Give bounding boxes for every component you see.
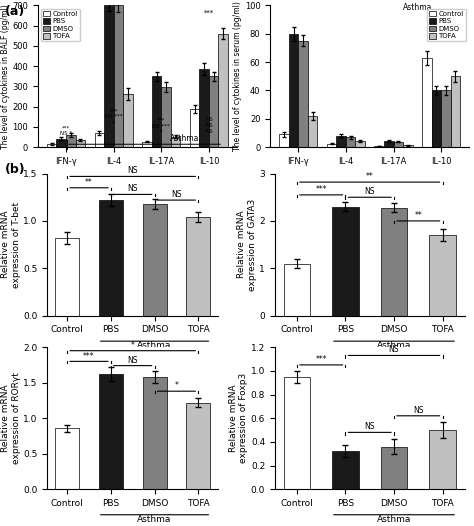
Bar	[114, 5, 123, 147]
Bar	[429, 235, 456, 316]
Bar	[209, 76, 219, 147]
Text: **: **	[366, 172, 374, 181]
Legend: Control, PBS, DMSO, TOFA: Control, PBS, DMSO, TOFA	[428, 9, 466, 42]
Bar	[171, 137, 180, 147]
Bar	[432, 90, 441, 147]
Bar	[308, 116, 317, 147]
Text: ***
NS ***
*: *** NS *** *	[153, 118, 170, 135]
Bar	[152, 76, 161, 147]
Text: Asthma: Asthma	[377, 341, 411, 350]
Text: NS: NS	[365, 187, 375, 196]
Bar	[393, 141, 403, 147]
Bar	[441, 90, 451, 147]
Bar	[123, 94, 133, 147]
Text: NS: NS	[365, 422, 375, 431]
Text: Asthma: Asthma	[137, 341, 172, 350]
Text: ***: ***	[315, 185, 327, 194]
Bar	[289, 34, 298, 147]
Y-axis label: The level of cytokines in serum (pg/ml): The level of cytokines in serum (pg/ml)	[233, 2, 242, 151]
Bar	[104, 5, 114, 147]
Y-axis label: Relative mRNA
expression of T-bet: Relative mRNA expression of T-bet	[1, 201, 20, 288]
Bar	[47, 144, 56, 147]
Text: NS
NS
NS: NS NS NS	[205, 117, 213, 134]
Bar	[381, 208, 407, 316]
Bar	[283, 377, 310, 489]
Y-axis label: Relative mRNA
expression of GATA3: Relative mRNA expression of GATA3	[237, 198, 256, 291]
Bar	[429, 430, 456, 489]
Text: *: *	[174, 381, 178, 390]
Bar	[95, 133, 104, 147]
Bar	[200, 69, 209, 147]
Y-axis label: Relative mRNA
expression of RORγt: Relative mRNA expression of RORγt	[1, 372, 20, 464]
Bar	[75, 140, 85, 147]
Bar	[99, 374, 123, 489]
Bar	[219, 34, 228, 147]
Bar	[403, 145, 412, 147]
Bar	[422, 58, 432, 147]
Text: ***: ***	[204, 9, 214, 16]
Text: (b): (b)	[5, 163, 26, 176]
Y-axis label: The level of cytokines in BALF (pg/ml): The level of cytokines in BALF (pg/ml)	[0, 4, 9, 149]
Bar	[66, 135, 75, 147]
Text: **: **	[414, 211, 422, 220]
Text: ***: ***	[315, 355, 327, 364]
Text: ***
NS *: *** NS *	[60, 125, 72, 136]
Bar	[298, 41, 308, 147]
Text: ***: ***	[83, 352, 95, 361]
Text: NS: NS	[128, 356, 138, 365]
Bar	[451, 76, 460, 147]
Bar	[283, 264, 310, 316]
Bar	[346, 137, 356, 147]
Text: Asthma: Asthma	[377, 515, 411, 524]
Text: (a): (a)	[5, 5, 25, 18]
Bar	[55, 428, 79, 489]
Text: Asthma: Asthma	[402, 3, 432, 12]
Bar	[161, 87, 171, 147]
Bar	[332, 451, 359, 489]
Text: *: *	[131, 341, 135, 350]
Legend: Control, PBS, DMSO, TOFA: Control, PBS, DMSO, TOFA	[41, 9, 80, 42]
Bar	[142, 141, 152, 147]
Bar	[356, 141, 365, 147]
Bar	[143, 377, 166, 489]
Y-axis label: Relative mRNA
expression of Foxp3: Relative mRNA expression of Foxp3	[228, 373, 248, 463]
Bar	[56, 139, 66, 147]
Text: Asthma: Asthma	[137, 515, 172, 524]
Bar	[186, 402, 210, 489]
Bar	[190, 109, 200, 147]
Bar	[337, 136, 346, 147]
Bar	[99, 200, 123, 316]
Text: NS: NS	[413, 406, 424, 414]
Text: NS: NS	[128, 185, 138, 194]
Bar	[384, 141, 393, 147]
Bar	[55, 238, 79, 316]
Text: NS: NS	[128, 166, 138, 176]
Bar	[186, 217, 210, 316]
Bar	[143, 204, 166, 316]
Bar	[279, 135, 289, 147]
Text: Asthma: Asthma	[170, 134, 200, 143]
Bar	[327, 144, 337, 147]
Bar	[374, 146, 384, 147]
Text: NS: NS	[389, 345, 399, 355]
Bar	[381, 447, 407, 489]
Bar	[332, 207, 359, 316]
Text: ***
NS ***
*: *** NS *** *	[105, 109, 122, 125]
Text: **: **	[85, 178, 93, 187]
Text: NS: NS	[171, 190, 182, 199]
Text: ]: ]	[64, 139, 68, 149]
